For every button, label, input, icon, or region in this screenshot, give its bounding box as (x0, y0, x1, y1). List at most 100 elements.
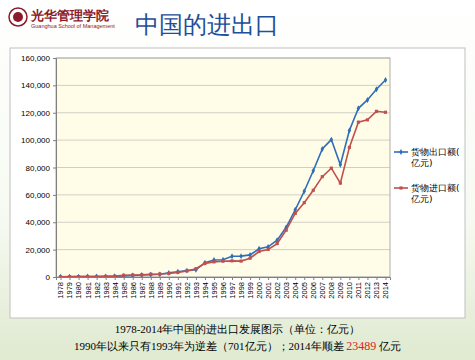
series-marker (140, 273, 143, 276)
x-tick-mark (277, 277, 278, 280)
series-marker (59, 275, 62, 277)
x-tick: 1996 (219, 277, 228, 299)
series-marker (185, 269, 188, 272)
y-tick-mark (53, 113, 56, 114)
x-tick-mark (241, 277, 242, 280)
caption-title: 1978-2014年中国的进出口发展图示（单位：亿元） (115, 323, 361, 335)
series-marker (158, 271, 161, 277)
legend-label: 货物出口额(亿元) (410, 147, 460, 168)
x-tick: 1980 (74, 277, 83, 299)
x-tick-label: 1978 (56, 282, 65, 299)
series-marker (312, 189, 315, 192)
legend-marker (399, 186, 402, 189)
x-tick-mark (358, 277, 359, 280)
y-tick: 160,000 (21, 54, 56, 63)
marks (59, 77, 387, 277)
x-tick: 2013 (372, 277, 381, 299)
y-tick: 40,000 (26, 218, 56, 227)
y-axis-line (53, 59, 57, 278)
x-tick: 1999 (246, 277, 255, 299)
series-marker (221, 260, 224, 263)
y-tick-mark (53, 195, 56, 196)
grid-line (56, 167, 390, 168)
slide: 光华管理学院Guanghua School of Management中国的进出… (0, 0, 475, 360)
series-marker (285, 229, 288, 232)
x-tick-mark (214, 277, 215, 280)
x-tick: 1990 (165, 277, 174, 299)
chart-frame (10, 48, 465, 318)
x-axis: 1978197919801981198219831984198519861987… (56, 277, 390, 299)
series-marker (239, 260, 242, 263)
series-marker (230, 259, 233, 262)
series-marker (104, 273, 107, 277)
series-marker (357, 105, 360, 111)
series-marker (86, 274, 89, 277)
y-tick-mark (53, 140, 56, 141)
series-marker (303, 188, 306, 194)
x-tick: 2012 (363, 277, 372, 299)
series-marker (276, 242, 279, 245)
series-marker (104, 275, 107, 277)
series-marker (203, 260, 206, 266)
grid-line (56, 249, 390, 250)
series-marker (330, 137, 333, 143)
x-tick: 1994 (201, 277, 210, 299)
series-marker (149, 272, 152, 277)
y-axis: 020,00040,00060,00080,000100,000120,0001… (21, 54, 56, 282)
x-tick-mark (187, 277, 188, 280)
x-tick-label: 1982 (93, 282, 102, 299)
series-marker (131, 273, 134, 277)
x-tick-label: 1999 (246, 282, 255, 299)
legend: 货物出口额(亿元)货物进口额(亿元) (394, 147, 460, 204)
x-tick: 2014 (381, 277, 390, 299)
x-tick-mark (61, 277, 62, 280)
series-marker (77, 275, 80, 277)
series-marker (384, 77, 387, 83)
x-tick: 1978 (56, 277, 65, 299)
x-tick-label: 1989 (156, 282, 165, 299)
series-marker (303, 201, 306, 204)
y-tick-label: 100,000 (21, 136, 50, 145)
grid-line (56, 194, 390, 195)
x-tick: 2008 (327, 277, 336, 299)
series-marker (384, 111, 387, 114)
x-tick: 1983 (102, 277, 111, 299)
series-marker (203, 262, 206, 265)
series-marker (176, 269, 179, 275)
x-tick: 1995 (210, 277, 219, 299)
x-tick-label: 2011 (354, 282, 363, 298)
x-tick-label: 1985 (120, 282, 129, 299)
x-tick-mark (124, 277, 125, 280)
x-tick-label: 2003 (282, 282, 291, 299)
series-marker (131, 273, 134, 276)
y-tick: 60,000 (26, 191, 56, 200)
x-tick-label: 2001 (264, 282, 273, 299)
series-marker (321, 175, 324, 178)
x-tick: 2005 (300, 277, 309, 299)
y-tick-label: 160,000 (21, 54, 50, 63)
series-marker (149, 273, 152, 276)
x-tick-mark (232, 277, 233, 280)
background (0, 0, 475, 360)
x-tick-label: 1997 (228, 282, 237, 299)
x-tick-mark (376, 277, 377, 280)
y-tick-mark (53, 222, 56, 223)
x-tick: 2004 (291, 277, 300, 299)
x-tick: 2006 (309, 277, 318, 299)
x-tick-label: 1996 (219, 282, 228, 299)
y-tick-mark (53, 85, 56, 86)
series-marker (294, 212, 297, 215)
x-tick-label: 1980 (74, 282, 83, 299)
series-marker (267, 248, 270, 251)
x-tick-mark (259, 277, 260, 280)
x-tick-label: 1983 (102, 282, 111, 299)
series-marker (68, 275, 71, 277)
x-tick: 2003 (282, 277, 291, 299)
x-tick-label: 2007 (318, 282, 327, 299)
x-tick: 1986 (129, 277, 138, 299)
x-tick-label: 1991 (174, 282, 183, 299)
x-tick-mark (178, 277, 179, 280)
x-tick: 1993 (192, 277, 201, 299)
x-tick: 2007 (318, 277, 327, 299)
x-tick-mark (169, 277, 170, 280)
